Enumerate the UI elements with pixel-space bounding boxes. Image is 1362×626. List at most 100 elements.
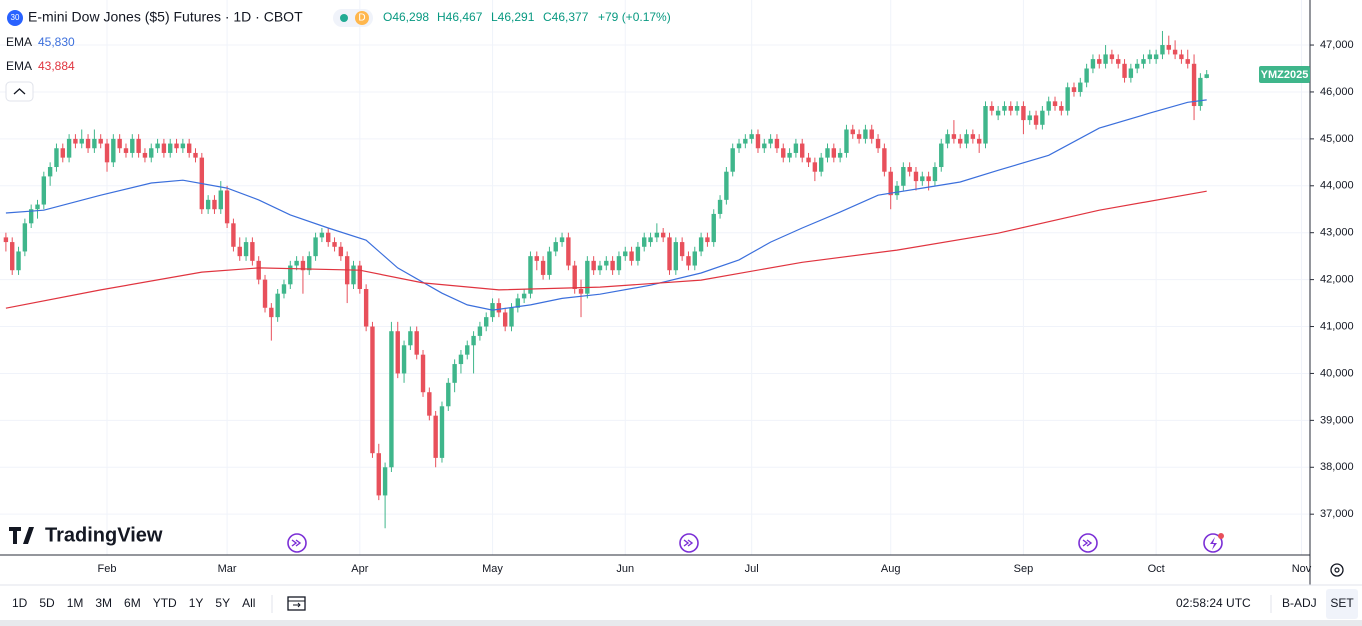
ema-legend-name[interactable]: EMA — [6, 59, 32, 73]
high-value: H46,467 — [437, 10, 483, 24]
date-range-icon[interactable] — [287, 596, 306, 611]
candle-body — [667, 237, 672, 271]
candle-body — [1166, 45, 1171, 50]
symbol-title[interactable]: E-mini Dow Jones ($5) Futures · 1D · CBO… — [28, 9, 303, 25]
candle-body — [484, 317, 489, 327]
candle-body — [477, 326, 483, 336]
candle-body — [705, 237, 710, 243]
x-tick-label: Oct — [1148, 563, 1165, 575]
symbol-badge-text: 30 — [11, 13, 20, 22]
candle-body — [528, 256, 533, 294]
candle-body — [591, 260, 596, 271]
candle-body — [275, 293, 280, 318]
candle-body — [1153, 54, 1159, 60]
x-tick-label: Apr — [351, 563, 368, 575]
candle-body — [1008, 106, 1013, 111]
candle-body — [104, 143, 110, 163]
candle-body — [401, 345, 407, 374]
candle-body — [79, 138, 84, 144]
candle-body — [660, 232, 666, 238]
range-button[interactable]: 1Y — [189, 596, 204, 610]
candle-body — [408, 331, 413, 346]
logo-icon — [9, 527, 34, 544]
ema-line — [5, 190, 1207, 309]
news-icon[interactable] — [1203, 533, 1224, 553]
candle-body — [269, 307, 274, 318]
y-tick-label: 42,000 — [1320, 274, 1354, 286]
candle-body — [281, 284, 287, 294]
session-button-bg[interactable] — [1326, 589, 1358, 619]
candle-body — [882, 148, 887, 172]
candle-body — [446, 382, 451, 407]
candle-body — [521, 293, 527, 299]
candle-body — [623, 251, 628, 257]
y-tick-label: 45,000 — [1320, 133, 1354, 145]
candle-body — [174, 143, 179, 149]
range-button[interactable]: 5D — [39, 596, 55, 610]
candle-body — [800, 143, 805, 158]
candle-body — [420, 354, 426, 393]
candle-body — [983, 106, 988, 144]
candle-body — [136, 138, 141, 153]
range-button[interactable]: 1M — [67, 596, 84, 610]
candle-body — [1160, 45, 1165, 55]
logo-text[interactable]: TradingView — [45, 524, 163, 546]
candle-body — [787, 152, 792, 158]
event-icon[interactable] — [287, 533, 307, 553]
candle-body — [224, 190, 230, 224]
candle-body — [863, 129, 868, 139]
ema-legend-name[interactable]: EMA — [6, 35, 32, 49]
event-icon[interactable] — [679, 533, 699, 553]
event-icon[interactable] — [1078, 533, 1098, 553]
candle-body — [60, 148, 65, 158]
candle-body — [679, 242, 685, 257]
candle-body — [395, 331, 400, 374]
range-button[interactable]: All — [242, 596, 255, 610]
x-tick-label: Jul — [745, 563, 759, 575]
collapse-button[interactable] — [5, 81, 34, 102]
candle-body — [1097, 59, 1102, 64]
candle-body — [382, 467, 388, 496]
candle-body — [66, 138, 72, 158]
candle-body — [332, 242, 337, 247]
candle-body — [92, 138, 97, 149]
candle-body — [363, 288, 369, 327]
range-button[interactable]: 3M — [95, 596, 112, 610]
range-button[interactable]: YTD — [153, 596, 177, 610]
axis-settings-icon[interactable] — [1330, 563, 1344, 577]
candle-body — [604, 260, 609, 266]
candle-body — [168, 143, 173, 153]
range-button[interactable]: 5Y — [215, 596, 230, 610]
range-button[interactable]: 1D — [12, 596, 28, 610]
candle-body — [844, 129, 849, 153]
adjustment-button[interactable]: B-ADJ — [1282, 596, 1317, 610]
candle-body — [762, 143, 767, 149]
y-tick-label: 38,000 — [1320, 461, 1354, 473]
candle-body — [142, 152, 148, 158]
candle-body — [326, 232, 331, 243]
candle-body — [186, 143, 192, 153]
candle-body — [540, 260, 546, 275]
candle-body — [502, 312, 508, 327]
candle-body — [10, 242, 15, 271]
candle-body — [85, 138, 91, 149]
candle-body — [288, 265, 293, 285]
candle-body — [357, 265, 363, 289]
range-button[interactable]: 6M — [124, 596, 141, 610]
candle-body — [149, 148, 154, 158]
candle-body — [452, 364, 457, 383]
candle-body — [913, 171, 919, 182]
candle-body — [831, 148, 837, 158]
candle-body — [338, 246, 344, 257]
candle-body — [585, 260, 590, 294]
clock[interactable]: 02:58:24 UTC — [1176, 596, 1251, 610]
candle-body — [161, 143, 167, 153]
candle-body — [193, 152, 198, 158]
candle-body — [180, 143, 186, 149]
session-button[interactable]: SET — [1330, 596, 1354, 610]
d-badge — [355, 11, 369, 25]
x-tick-label: Nov — [1292, 563, 1312, 575]
candle-body — [1059, 106, 1064, 111]
candle-body — [117, 138, 122, 149]
